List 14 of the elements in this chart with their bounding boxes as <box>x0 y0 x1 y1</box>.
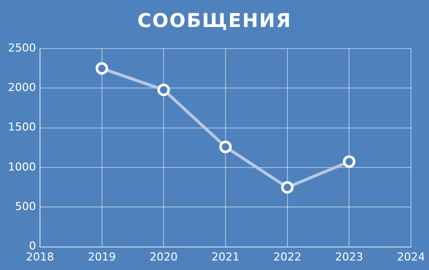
x-tick-label: 2023 <box>335 250 364 264</box>
y-tick-label: 1500 <box>8 120 36 134</box>
y-tick-label: 500 <box>14 200 36 214</box>
x-tick-label: 2021 <box>212 250 240 264</box>
chart-title: СООБЩЕНИЯ <box>136 10 293 32</box>
x-tick-label: 2018 <box>26 250 54 264</box>
x-tick-label: 2022 <box>273 250 302 264</box>
x-tick-label: 2020 <box>150 250 178 264</box>
x-tick-label: 2024 <box>397 250 426 264</box>
y-tick-label: 2500 <box>8 41 36 54</box>
y-tick-label: 2000 <box>8 81 36 94</box>
x-tick-label: 2019 <box>88 250 116 264</box>
y-tick-label: 1000 <box>8 160 36 174</box>
y-tick-label: 0 <box>28 240 36 253</box>
